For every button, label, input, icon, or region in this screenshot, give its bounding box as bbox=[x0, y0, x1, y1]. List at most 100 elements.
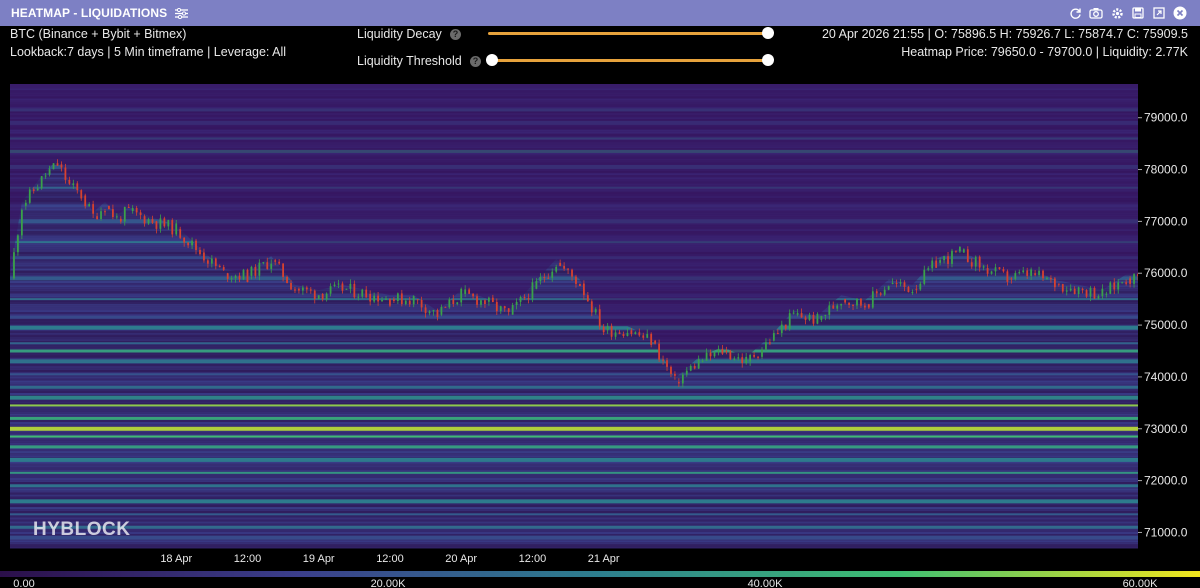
liquidation-band bbox=[10, 525, 1138, 529]
candle bbox=[939, 260, 942, 263]
close-icon[interactable] bbox=[1172, 5, 1188, 21]
window-titlebar: HEATMAP - LIQUIDATIONS bbox=[0, 0, 1200, 26]
heatmap-row bbox=[10, 442, 1138, 445]
candle bbox=[555, 266, 558, 272]
expand-icon[interactable] bbox=[1151, 5, 1167, 21]
heatmap-row bbox=[10, 341, 1138, 344]
candle bbox=[325, 293, 328, 300]
liquidation-heatmap-chart[interactable]: 79000.0 78000.0 77000.0 76000.0 75000.0 74000… bbox=[0, 76, 1200, 588]
candle bbox=[361, 289, 364, 297]
candle bbox=[978, 256, 981, 268]
candle bbox=[139, 212, 142, 215]
heatmap-row bbox=[10, 376, 1138, 379]
y-tick-label: 73000.0 bbox=[1144, 422, 1188, 436]
heatmap-row bbox=[10, 517, 1138, 520]
candle bbox=[737, 357, 740, 359]
candle bbox=[693, 366, 696, 369]
threshold-slider-handle[interactable] bbox=[486, 54, 498, 66]
candle bbox=[1022, 270, 1025, 273]
candle bbox=[582, 283, 585, 296]
liquidity-threshold-slider[interactable] bbox=[490, 59, 768, 62]
candle bbox=[729, 351, 732, 360]
candle bbox=[646, 333, 649, 338]
heatmap-row bbox=[10, 301, 1138, 304]
heatmap-row bbox=[10, 405, 1138, 408]
heatmap-row bbox=[10, 523, 1138, 526]
candle bbox=[464, 289, 467, 294]
candle bbox=[171, 220, 174, 235]
candle bbox=[456, 302, 459, 305]
threshold-help-icon[interactable]: ? bbox=[470, 56, 481, 67]
candle bbox=[658, 343, 660, 360]
heatmap-row bbox=[10, 345, 1138, 348]
heatmap-row bbox=[10, 451, 1138, 454]
heatmap-row bbox=[10, 411, 1138, 414]
heatmap-row bbox=[10, 287, 1138, 290]
candle bbox=[927, 268, 930, 270]
candle bbox=[226, 273, 229, 279]
candle bbox=[903, 282, 906, 287]
candle bbox=[958, 246, 961, 252]
candle bbox=[127, 206, 130, 208]
heatmap-row bbox=[10, 289, 1138, 292]
candle bbox=[369, 293, 372, 302]
candle bbox=[230, 278, 233, 280]
candle bbox=[836, 305, 839, 309]
heatmap-row bbox=[10, 368, 1138, 371]
candle bbox=[796, 313, 799, 315]
candle bbox=[650, 333, 653, 345]
heatmap-row bbox=[10, 399, 1138, 402]
settings-sliders-icon[interactable] bbox=[175, 7, 189, 19]
refresh-icon[interactable] bbox=[1067, 5, 1083, 21]
candle bbox=[911, 292, 914, 294]
candle bbox=[966, 249, 969, 263]
save-icon[interactable] bbox=[1130, 5, 1146, 21]
heatmap-row bbox=[10, 312, 1138, 315]
candle bbox=[60, 164, 63, 168]
candle bbox=[373, 295, 376, 302]
candle bbox=[1002, 269, 1005, 272]
candle bbox=[460, 288, 463, 303]
candle bbox=[753, 354, 755, 357]
liquidity-decay-slider[interactable] bbox=[488, 32, 768, 35]
candle bbox=[179, 229, 182, 238]
liquidation-band bbox=[10, 457, 1138, 462]
heatmap-row bbox=[10, 519, 1138, 522]
heatmap-row bbox=[10, 465, 1138, 468]
candle bbox=[654, 340, 657, 344]
candle bbox=[333, 284, 336, 287]
candle bbox=[305, 287, 308, 290]
liquidation-band bbox=[10, 395, 1138, 400]
heatmap-row bbox=[10, 274, 1138, 277]
candle bbox=[662, 359, 664, 361]
heatmap-row bbox=[10, 328, 1138, 331]
candle bbox=[495, 302, 498, 312]
candle bbox=[808, 314, 811, 320]
liquidation-band bbox=[10, 416, 1138, 420]
liquidation-band bbox=[10, 276, 1138, 281]
candle bbox=[278, 261, 281, 264]
camera-icon[interactable] bbox=[1088, 5, 1104, 21]
candle bbox=[713, 352, 716, 357]
candle bbox=[286, 276, 288, 283]
candle bbox=[499, 306, 502, 312]
heatmap-row bbox=[10, 430, 1138, 433]
heatmap-row bbox=[10, 490, 1138, 493]
candle bbox=[234, 275, 237, 279]
candle bbox=[329, 286, 332, 294]
candle bbox=[800, 313, 803, 318]
threshold-slider-handle-max[interactable] bbox=[762, 54, 774, 66]
candle bbox=[1073, 288, 1076, 294]
decay-help-icon[interactable]: ? bbox=[450, 29, 461, 40]
candle bbox=[246, 269, 249, 283]
candle bbox=[476, 296, 478, 305]
candle bbox=[404, 300, 407, 305]
liquidated-zone bbox=[10, 84, 1138, 379]
heatmap-row bbox=[10, 339, 1138, 342]
gear-icon[interactable] bbox=[1109, 5, 1125, 21]
candle bbox=[282, 263, 284, 277]
candle bbox=[864, 305, 866, 308]
price-candles bbox=[13, 159, 1139, 388]
candle bbox=[776, 333, 779, 335]
decay-slider-handle[interactable] bbox=[762, 27, 774, 39]
